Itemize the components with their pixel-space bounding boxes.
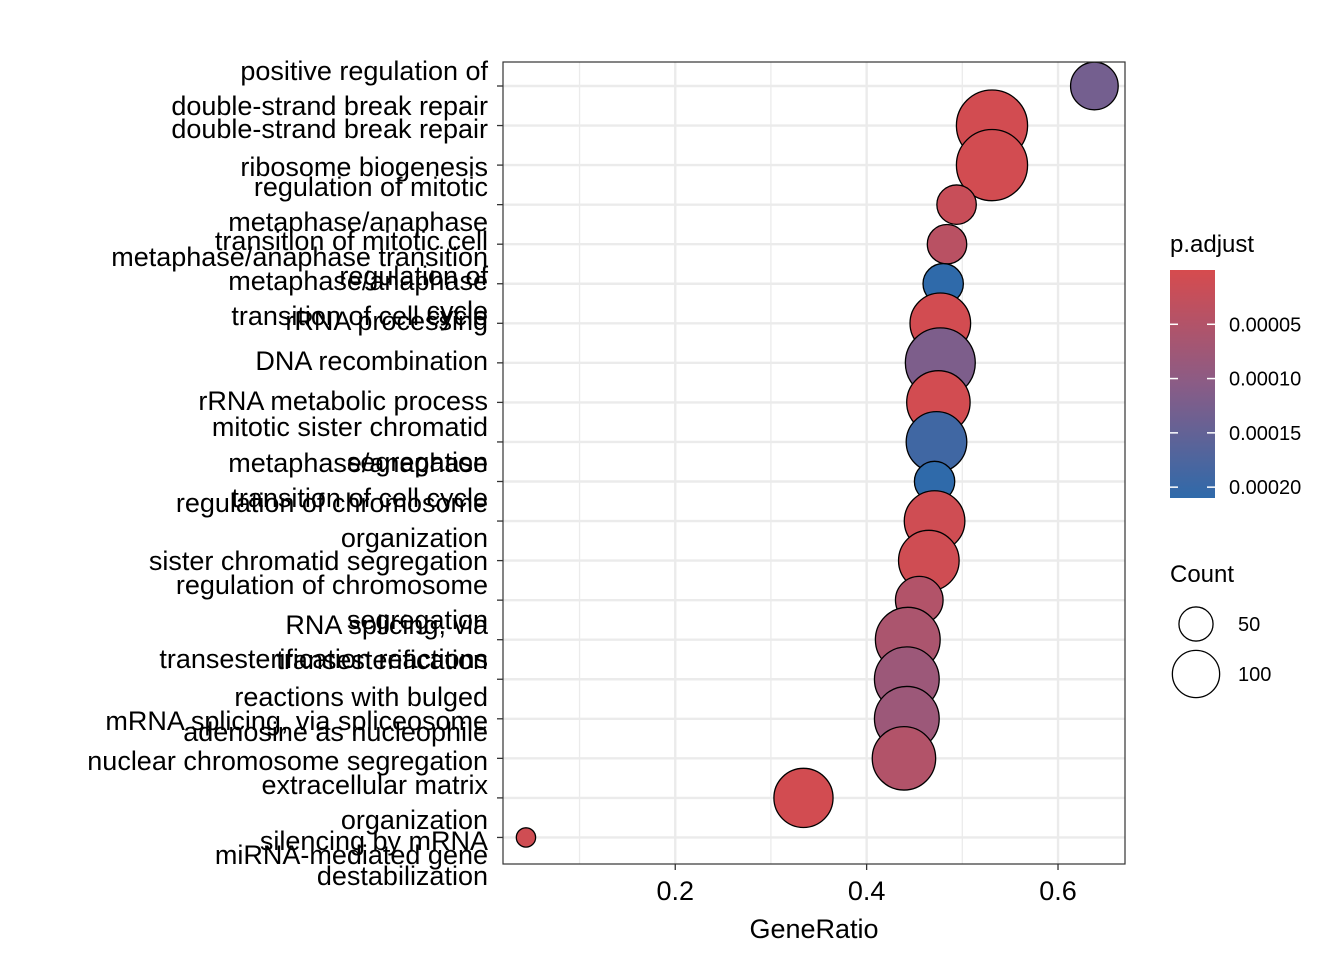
color-legend-label: 0.00005 [1229, 314, 1301, 336]
x-tick-label: 0.2 [656, 876, 694, 906]
color-legend-bar [1170, 270, 1215, 498]
data-point [936, 184, 977, 226]
color-legend-title: p.adjust [1170, 231, 1254, 258]
size-legend-keys: 50 100 [1171, 606, 1271, 699]
data-point [1069, 61, 1119, 111]
y-tick-label: regulation of chromosome segregation [176, 570, 488, 635]
size-legend-title: Count [1170, 561, 1234, 588]
grid-layer [503, 62, 1125, 864]
y-tick-label: double-strand break repair [171, 114, 488, 144]
y-tick-label: metaphase/anaphase transition of cell cyc… [228, 266, 488, 331]
x-tick-label: 0.4 [848, 876, 886, 906]
color-legend-label: 0.00015 [1229, 423, 1301, 445]
data-point [515, 827, 537, 848]
y-tick-label: mRNA splicing, via spliceosome [105, 706, 488, 736]
y-tick-label: metaphase/anaphase transition of cell cyc… [228, 448, 488, 513]
y-tick-label: transesterification reactions [159, 644, 488, 674]
y-tick-label: transition of mitotic cell regulation of c… [215, 226, 489, 326]
data-point [955, 128, 1029, 202]
x-tick-label: 0.6 [1039, 876, 1077, 906]
data-point [773, 767, 834, 829]
y-tick-label: extracellular matrix organization miRNA-me… [215, 770, 489, 870]
color-legend-label: 0.00010 [1229, 369, 1301, 391]
x-axis-title: GeneRatio [749, 914, 878, 944]
size-legend-circle [1178, 606, 1214, 642]
y-tick-label: rRNA processing [285, 306, 488, 336]
y-tick-label: nuclear chromosome segregation [87, 746, 488, 776]
y-tick-label: rRNA metabolic process [198, 386, 488, 416]
color-legend-label: 0.00020 [1229, 477, 1301, 499]
y-tick-label: silencing by mRNA destabilization [260, 826, 488, 891]
y-axis: positive regulation of double-strand brea… [87, 56, 503, 891]
y-tick-label: RNA splicing, via transesterification [276, 610, 489, 675]
y-tick-label: regulation of mitotic metaphase/anaphase m… [111, 172, 488, 272]
data-point [926, 223, 968, 265]
y-tick-label: regulation of chromosome organization [176, 488, 488, 553]
legend: p.adjust 0.00005 0.00010 0.00015 0.00020 Co… [1170, 231, 1301, 699]
y-tick-label: ribosome biogenesis [240, 152, 488, 182]
y-tick-label: mitotic sister chromatid segregation [212, 412, 488, 477]
points-layer [515, 61, 1119, 848]
y-tick-label: reactions with bulged adenosine as nucleo… [183, 682, 488, 747]
panel-border [502, 61, 1126, 865]
size-legend-circle [1171, 649, 1221, 699]
color-legend-ticks: 0.00005 0.00010 0.00015 0.00020 [1170, 314, 1301, 499]
data-point [871, 725, 937, 791]
size-legend-label: 50 [1238, 614, 1260, 636]
y-tick-label: positive regulation of double-strand brea… [171, 56, 488, 121]
y-tick-label: sister chromatid segregation [149, 546, 488, 576]
size-legend-label: 100 [1238, 664, 1271, 686]
x-axis: 0.2 0.4 0.6 [656, 864, 1077, 906]
y-tick-label: DNA recombination [255, 346, 488, 376]
